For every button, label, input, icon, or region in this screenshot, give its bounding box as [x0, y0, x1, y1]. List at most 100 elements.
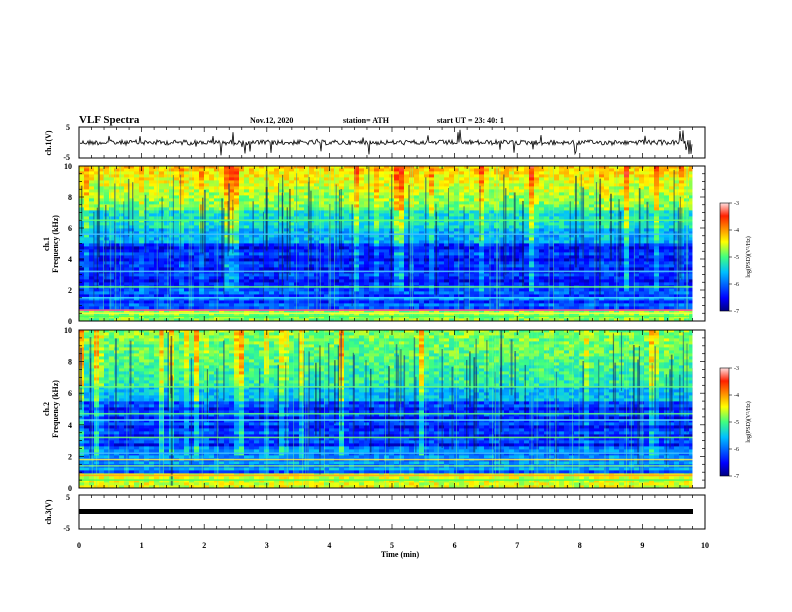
spectrogram-cell [294, 255, 300, 259]
spectrogram-cell [519, 267, 525, 271]
spectrogram-cell [449, 246, 455, 250]
spectrogram-cell [424, 192, 430, 196]
spectrogram-cell [129, 201, 135, 205]
spectrogram-cell [194, 318, 200, 321]
spectrogram-cell [129, 273, 135, 277]
spectrogram-cell [504, 189, 510, 193]
spectrogram-cell [439, 166, 445, 169]
spectrogram-cell [179, 261, 185, 265]
spectrogram-cell [174, 183, 180, 187]
spectrogram-cell [514, 204, 520, 208]
spectrogram-cell [419, 279, 425, 283]
spectrogram-cell [119, 279, 125, 283]
spectrogram-cell [144, 216, 150, 220]
spectrogram-cell [94, 237, 100, 241]
spectrogram-cell [304, 306, 310, 310]
spectrogram-cell [234, 276, 240, 280]
spectrogram-cell [449, 192, 455, 196]
spectrogram-cell [449, 183, 455, 187]
spectrogram-cell [459, 177, 465, 181]
spectrogram-cell [379, 189, 385, 193]
spectrogram-cell [434, 303, 440, 307]
spectrogram-cell [124, 186, 130, 190]
spectrogram-cell [539, 306, 545, 310]
spectrogram-cell [104, 192, 110, 196]
spectrogram-cell [134, 195, 140, 199]
spectrogram-cell [304, 261, 310, 265]
spectrogram-cell [449, 252, 455, 256]
spectrogram-cell [344, 255, 350, 259]
spectrogram-cell [209, 246, 215, 250]
spectrogram-cell [234, 318, 240, 321]
spectrogram-cell [509, 258, 515, 262]
spectrogram-cell [369, 249, 375, 253]
spectrogram-cell [499, 166, 505, 169]
spectrogram-cell [504, 243, 510, 247]
spectrogram-cell [464, 234, 470, 238]
spectrogram-cell [409, 204, 415, 208]
spectrogram-cell [249, 166, 255, 169]
spectrogram-cell [109, 201, 115, 205]
spectrogram-cell [189, 168, 195, 172]
spectrogram-cell [539, 303, 545, 307]
spectrogram-cell [224, 303, 230, 307]
spectrogram-cell [424, 195, 430, 199]
spectrogram-cell [379, 252, 385, 256]
spectrogram-cell [324, 255, 330, 259]
spectrogram-cell [224, 288, 230, 292]
spectrogram-cell [269, 306, 275, 310]
spectrogram-cell [424, 210, 430, 214]
spectrogram-cell [109, 261, 115, 265]
spectrogram-cell [219, 168, 225, 172]
spectrogram-cell [514, 261, 520, 265]
spectrogram-cell [489, 225, 495, 229]
spectrogram-cell [424, 166, 430, 169]
spectrogram-cell [339, 180, 345, 184]
spectrogram-cell [84, 198, 90, 202]
spectrogram-cell [519, 225, 525, 229]
spectrogram-cell [539, 297, 545, 301]
spectrogram-cell [359, 192, 365, 196]
spectrogram-cell [329, 252, 335, 256]
spectrogram-cell [499, 267, 505, 271]
spectrogram-cell [489, 249, 495, 253]
spectrogram-cell [254, 276, 260, 280]
spectrogram-cell [284, 204, 290, 208]
spectrogram-cell [214, 234, 220, 238]
spectrogram-cell [474, 180, 480, 184]
spectrogram-cell [319, 192, 325, 196]
spectrogram-cell [459, 174, 465, 178]
spectrogram-cell [114, 243, 120, 247]
spectrogram-cell [239, 297, 245, 301]
spectrogram-cell [414, 294, 420, 298]
spectrogram-cell [309, 237, 315, 241]
spectrogram-cell [199, 195, 205, 199]
spectrogram-cell [239, 243, 245, 247]
spectrogram-cell [359, 171, 365, 175]
spectrogram-cell [314, 183, 320, 187]
spectrogram-cell [169, 195, 175, 199]
spectrogram-cell [384, 282, 390, 286]
spectrogram-cell [104, 198, 110, 202]
ch1-wave-ytick-bottom: -5 [63, 153, 70, 162]
spectrogram-cell [214, 276, 220, 280]
spectrogram-cell [144, 273, 150, 277]
spectrogram-cell [419, 213, 425, 217]
spectrogram-cell [99, 198, 105, 202]
spectrogram-cell [539, 192, 545, 196]
spectrogram-cell [494, 303, 500, 307]
spectrogram-cell [344, 306, 350, 310]
spectrogram-cell [174, 237, 180, 241]
spectrogram-cell [179, 318, 185, 321]
spectrogram-cell [459, 258, 465, 262]
spectrogram-cell [364, 267, 370, 271]
spectrogram-cell [114, 225, 120, 229]
spectrogram-cell [534, 288, 540, 292]
spectrogram-cell [249, 258, 255, 262]
spectrogram-cell [104, 297, 110, 301]
spectrogram-cell [379, 207, 385, 211]
spectrogram-cell [194, 225, 200, 229]
spectrogram-cell [109, 291, 115, 295]
spectrogram-cell [89, 243, 95, 247]
spectrogram-cell [89, 297, 95, 301]
